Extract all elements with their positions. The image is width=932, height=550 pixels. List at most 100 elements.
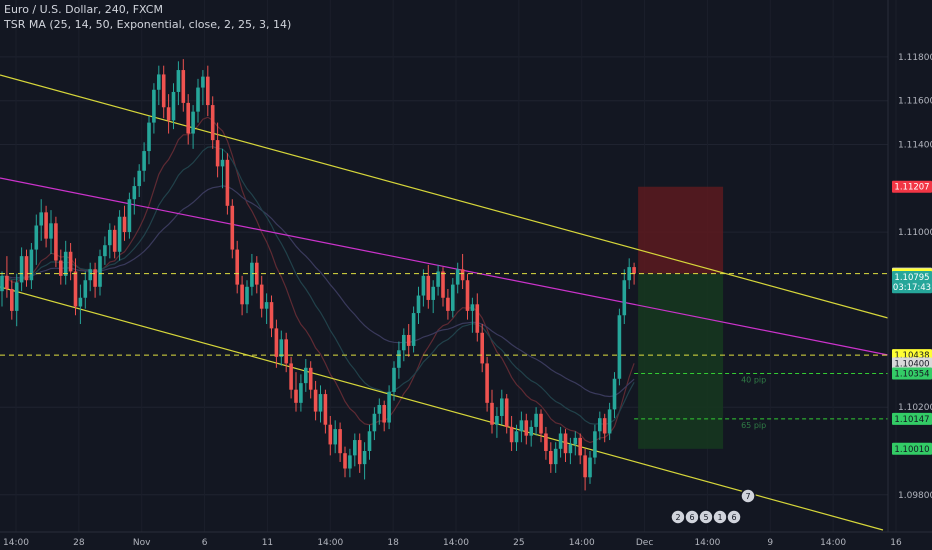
candle — [406, 324, 411, 357]
candle — [460, 253, 465, 289]
candle — [598, 411, 602, 441]
candle — [235, 240, 239, 294]
candle — [294, 372, 298, 412]
candle-body — [313, 389, 318, 412]
candle — [333, 420, 337, 454]
candle-body — [475, 304, 480, 333]
candle — [583, 448, 587, 491]
candle — [147, 116, 151, 165]
time-tick-label: 25 — [513, 538, 524, 548]
candle — [308, 361, 313, 399]
candle — [279, 330, 284, 366]
price-label-text: 1.10354 — [894, 369, 929, 379]
candle-body — [338, 429, 342, 454]
candle — [323, 389, 328, 434]
candle — [19, 247, 24, 292]
time-axis[interactable]: 14:00 28 Nov 6 11 14:00 18 14:00 25 14:00 Dec 14:00… — [0, 531, 932, 548]
candle-body — [617, 315, 622, 379]
candle-body — [44, 212, 48, 239]
candle-body — [117, 216, 122, 252]
candle — [514, 424, 519, 451]
price-label-text: 1.11207 — [894, 183, 929, 193]
candle — [103, 236, 107, 265]
candle-body — [225, 159, 230, 206]
candle — [519, 411, 524, 443]
price-label-bg — [892, 367, 932, 380]
candle-body — [529, 426, 533, 436]
candle-body — [602, 418, 607, 434]
candle-body — [269, 302, 274, 329]
candle-body — [201, 76, 205, 88]
candle-body — [176, 70, 181, 92]
candle — [259, 275, 264, 318]
event-marker-count: 7 — [745, 492, 750, 501]
candle-body — [563, 433, 568, 454]
candle — [568, 437, 573, 465]
candle — [142, 142, 146, 182]
candle-body — [14, 282, 19, 311]
price-tick-label: 1.11800 — [898, 53, 932, 63]
candle-body — [152, 89, 156, 123]
price-axis[interactable]: 1.11800 1.11600 1.11400 1.11000 1.10200 1.098… — [887, 0, 932, 532]
channel-upper-line — [0, 74, 889, 319]
candle-body — [485, 363, 489, 403]
candle — [480, 324, 484, 373]
price-label-text: 1.10147 — [894, 415, 929, 425]
candle-body — [98, 256, 102, 287]
candle — [353, 433, 357, 467]
price-label-bg — [892, 270, 932, 283]
candle — [304, 359, 308, 392]
candle-body — [250, 262, 254, 287]
candle-body — [274, 328, 279, 357]
candle — [372, 407, 377, 441]
candle — [161, 65, 166, 119]
candle-body — [289, 363, 293, 390]
candle — [318, 385, 323, 423]
time-tick-label: 14:00 — [569, 538, 595, 548]
candle — [24, 249, 29, 287]
candle — [73, 258, 78, 316]
candle — [29, 243, 34, 289]
candle — [206, 65, 210, 117]
candle — [44, 205, 48, 248]
candle-body — [622, 280, 627, 316]
candle-body — [612, 378, 617, 410]
price-levels: 40 pip 65 pip — [0, 273, 888, 430]
candle-body — [318, 394, 323, 412]
indicator-legend[interactable]: TSR MA (25, 14, 50, Exponential, close, … — [4, 18, 292, 31]
candle-body — [426, 275, 431, 300]
candle — [230, 199, 235, 259]
candle — [416, 286, 421, 325]
event-marker: 7 — [740, 488, 756, 504]
candle — [387, 385, 391, 430]
candle-body — [460, 269, 465, 281]
candle-body — [495, 415, 499, 425]
candle-body — [509, 426, 514, 443]
time-tick-label: 6 — [202, 538, 208, 548]
price-label-bg — [892, 180, 932, 193]
candle-body — [161, 74, 166, 108]
candle — [602, 413, 607, 443]
moving-averages — [1, 116, 635, 444]
candle-body — [240, 284, 244, 305]
candle — [465, 273, 470, 320]
event-marker-circle — [726, 509, 742, 525]
candle — [367, 424, 372, 460]
candle-body — [402, 334, 406, 351]
candle — [524, 413, 529, 445]
candle-body — [127, 199, 132, 233]
candle-body — [421, 275, 426, 296]
candle — [402, 328, 406, 362]
candle-body — [607, 409, 612, 434]
candle — [299, 374, 303, 412]
channel-lower-line — [0, 286, 884, 531]
candle — [220, 148, 225, 189]
candle — [191, 105, 195, 149]
candle-body — [455, 269, 460, 285]
candle — [181, 59, 186, 112]
candle-body — [598, 418, 602, 432]
price-label: 1.10354 — [892, 367, 932, 380]
candle-body — [294, 389, 298, 403]
candle-body — [573, 437, 578, 445]
